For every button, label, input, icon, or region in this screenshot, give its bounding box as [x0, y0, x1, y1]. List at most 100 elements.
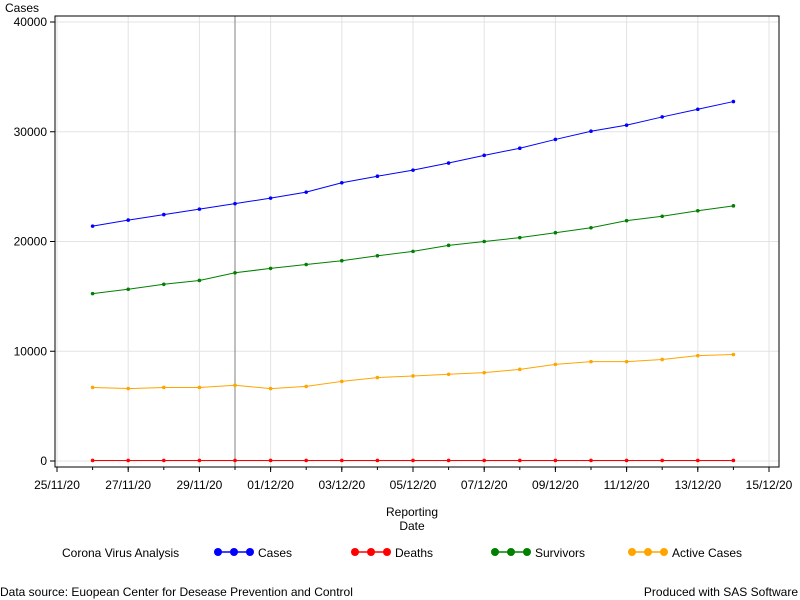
legend-label-cases: Cases	[258, 546, 292, 560]
x-tick-label: 03/12/20	[318, 478, 365, 492]
data-point-active-cases	[90, 385, 95, 390]
data-point-survivors	[268, 266, 273, 271]
data-point-survivors	[731, 204, 736, 208]
data-point-active-cases	[304, 384, 309, 389]
data-point-active-cases	[589, 359, 593, 364]
data-point-active-cases	[162, 385, 166, 390]
legend-marker-cases	[214, 548, 222, 556]
data-point-survivors	[624, 218, 629, 223]
data-point-cases	[340, 180, 344, 185]
data-point-active-cases	[624, 359, 629, 364]
data-point-survivors	[553, 230, 558, 235]
y-tick-label: 0	[40, 454, 47, 468]
data-point-survivors	[696, 208, 700, 213]
series-layer	[90, 99, 736, 463]
data-point-deaths	[90, 458, 95, 463]
data-point-deaths	[731, 458, 736, 463]
data-point-deaths	[340, 458, 344, 463]
data-point-cases	[126, 218, 130, 222]
data-point-survivors	[660, 214, 664, 219]
data-point-cases	[411, 168, 415, 172]
data-point-survivors	[197, 278, 202, 283]
data-point-deaths	[589, 458, 593, 463]
data-point-deaths	[162, 458, 166, 463]
legend-label-active-cases: Active Cases	[672, 546, 742, 560]
gridlines	[55, 16, 779, 467]
data-point-cases	[162, 212, 166, 217]
data-point-deaths	[624, 458, 629, 463]
data-point-deaths	[197, 458, 202, 463]
data-point-active-cases	[446, 372, 451, 377]
y-tick-label: 40000	[14, 15, 48, 29]
data-point-active-cases	[340, 379, 344, 384]
data-point-deaths	[660, 458, 664, 463]
data-point-deaths	[126, 458, 130, 463]
data-point-cases	[304, 190, 309, 194]
data-point-cases	[660, 115, 664, 119]
y-axis-label: Cases	[5, 1, 39, 15]
data-point-survivors	[304, 262, 309, 267]
x-tick-label: 13/12/20	[674, 478, 721, 492]
legend-marker-deaths	[351, 548, 359, 556]
legend-marker-deaths	[367, 548, 375, 556]
data-point-cases	[268, 196, 273, 200]
x-tick-label: 29/11/20	[176, 478, 222, 492]
data-point-cases	[197, 207, 202, 211]
legend-title: Corona Virus Analysis	[62, 546, 179, 560]
data-point-cases	[90, 224, 95, 228]
data-point-active-cases	[482, 370, 487, 375]
data-point-deaths	[553, 458, 558, 463]
x-axis-label-line1: Reporting	[386, 505, 438, 519]
legend-marker-survivors	[523, 548, 531, 556]
legend-marker-active-cases	[644, 548, 652, 556]
data-point-deaths	[304, 458, 309, 463]
data-point-survivors	[446, 243, 451, 248]
data-point-active-cases	[411, 374, 415, 378]
data-point-survivors	[126, 287, 130, 292]
legend-label-deaths: Deaths	[395, 546, 433, 560]
data-point-cases	[553, 137, 558, 142]
data-point-cases	[446, 161, 451, 165]
legend: Corona Virus Analysis Cases Deaths Survivo…	[62, 546, 742, 560]
data-point-cases	[233, 201, 237, 206]
data-point-survivors	[90, 291, 95, 296]
data-point-cases	[731, 99, 736, 104]
y-tick-label: 20000	[14, 235, 48, 249]
footer-credit: Produced with SAS Software	[644, 585, 798, 599]
data-point-survivors	[589, 225, 593, 230]
data-point-deaths	[482, 458, 487, 463]
footer-source: Data source: Euopean Center for Desease …	[0, 585, 353, 599]
x-tick-label: 07/12/20	[461, 478, 508, 492]
data-point-survivors	[518, 235, 522, 240]
data-point-survivors	[162, 282, 166, 287]
data-point-active-cases	[518, 367, 522, 372]
data-point-active-cases	[268, 386, 273, 391]
legend-marker-survivors	[491, 548, 499, 556]
x-tick-label: 05/12/20	[390, 478, 437, 492]
data-point-cases	[696, 107, 700, 112]
data-point-survivors	[340, 258, 344, 263]
data-point-survivors	[233, 270, 237, 275]
x-tick-label: 09/12/20	[532, 478, 579, 492]
data-point-active-cases	[731, 352, 736, 357]
data-point-deaths	[446, 458, 451, 463]
data-point-survivors	[411, 249, 415, 254]
x-tick-label: 11/12/20	[604, 478, 650, 492]
legend-marker-cases	[230, 548, 238, 556]
data-point-cases	[589, 129, 593, 134]
data-point-deaths	[411, 458, 415, 463]
y-tick-label: 30000	[14, 125, 48, 139]
legend-marker-cases	[246, 548, 254, 556]
data-point-cases	[518, 146, 522, 151]
x-tick-label: 15/12/20	[746, 478, 793, 492]
data-point-deaths	[518, 458, 522, 463]
data-point-cases	[375, 174, 380, 178]
legend-marker-active-cases	[628, 548, 636, 556]
data-point-deaths	[375, 458, 380, 463]
data-point-active-cases	[197, 385, 202, 390]
data-point-deaths	[268, 458, 273, 463]
legend-marker-survivors	[507, 548, 515, 556]
data-point-active-cases	[553, 362, 558, 367]
y-tick-label: 10000	[14, 344, 48, 358]
